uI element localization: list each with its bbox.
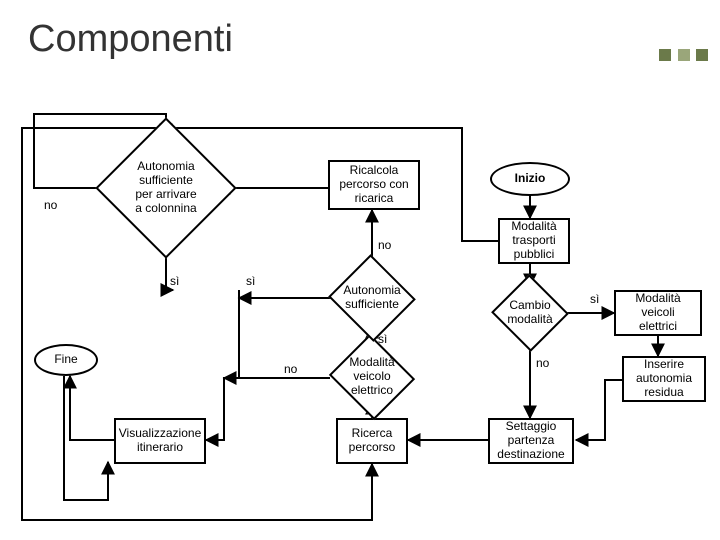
edge-si-cambio: sì bbox=[590, 292, 599, 306]
node-label: Cambiomodalità bbox=[502, 286, 558, 340]
node-inserire-autonomia: Inserireautonomiaresidua bbox=[622, 356, 706, 402]
node-mod-elettrici: Modalitàveicolielettrici bbox=[614, 290, 702, 336]
node-cambio-modalita: Cambiomodalità bbox=[502, 286, 558, 340]
node-label: Autonomiasufficienteper arrivarea colonn… bbox=[116, 138, 216, 238]
slide-title: Componenti bbox=[28, 18, 233, 61]
edge-no-left: no bbox=[44, 198, 57, 212]
node-mod-pubblici: Modalitàtrasportipubblici bbox=[498, 218, 570, 264]
deco-sq bbox=[659, 49, 671, 61]
deco-sq bbox=[678, 49, 690, 61]
corner-decoration bbox=[657, 48, 708, 66]
deco-sq bbox=[696, 49, 708, 61]
node-autonomia-colonnina: Autonomiasufficienteper arrivarea colonn… bbox=[116, 138, 216, 238]
node-visualizzazione: Visualizzazioneitinerario bbox=[114, 418, 206, 464]
node-ricerca: Ricercapercorso bbox=[336, 418, 408, 464]
node-fine: Fine bbox=[34, 344, 98, 376]
edge-si-sub: sì bbox=[246, 274, 255, 288]
node-ricalcola: Ricalcolapercorso conricarica bbox=[328, 160, 420, 210]
node-inizio: Inizio bbox=[490, 162, 570, 196]
edge-no-cambio: no bbox=[536, 356, 549, 370]
edge-si-aut: sì bbox=[170, 274, 179, 288]
edge-si-mod: sì bbox=[378, 332, 387, 346]
node-autonomia-sufficiente: Autonomiasufficiente bbox=[340, 268, 404, 328]
edge-no-veic: no bbox=[284, 362, 297, 376]
node-label: Autonomiasufficiente bbox=[340, 268, 404, 328]
node-mod-veicolo-elettrico: Modalitàveicoloelettrico bbox=[340, 348, 404, 406]
edge-no-top: no bbox=[378, 238, 391, 252]
node-settaggio: Settaggiopartenzadestinazione bbox=[488, 418, 574, 464]
node-label: Modalitàveicoloelettrico bbox=[340, 348, 404, 406]
